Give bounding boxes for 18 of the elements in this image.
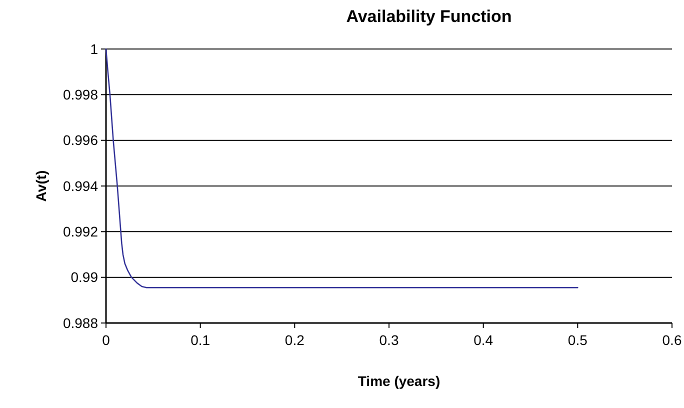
y-tick-label: 0.994 bbox=[62, 178, 98, 194]
x-tick-label: 0 bbox=[102, 332, 110, 348]
y-tick-label: 0.996 bbox=[62, 132, 98, 148]
y-tick-label: 0.992 bbox=[62, 224, 98, 240]
y-tick-label: 0.99 bbox=[70, 269, 98, 286]
x-tick-label: 0.1 bbox=[190, 332, 210, 348]
x-axis-title: Time (years) bbox=[358, 373, 440, 389]
y-tick-label: 0.988 bbox=[62, 314, 98, 331]
chart-title: Availability Function bbox=[346, 7, 512, 26]
x-tick-label: 0.3 bbox=[379, 332, 399, 348]
x-tick-label: 0.4 bbox=[474, 332, 494, 348]
x-tick-label: 0.2 bbox=[284, 332, 305, 348]
y-tick-label: 1 bbox=[90, 40, 98, 57]
y-axis-title: Av(t) bbox=[33, 170, 49, 202]
y-tick-label: 0.998 bbox=[62, 86, 98, 103]
line-series bbox=[105, 48, 578, 288]
x-tick-label: 0.5 bbox=[568, 332, 588, 348]
x-tick-label: 0.6 bbox=[662, 332, 682, 348]
